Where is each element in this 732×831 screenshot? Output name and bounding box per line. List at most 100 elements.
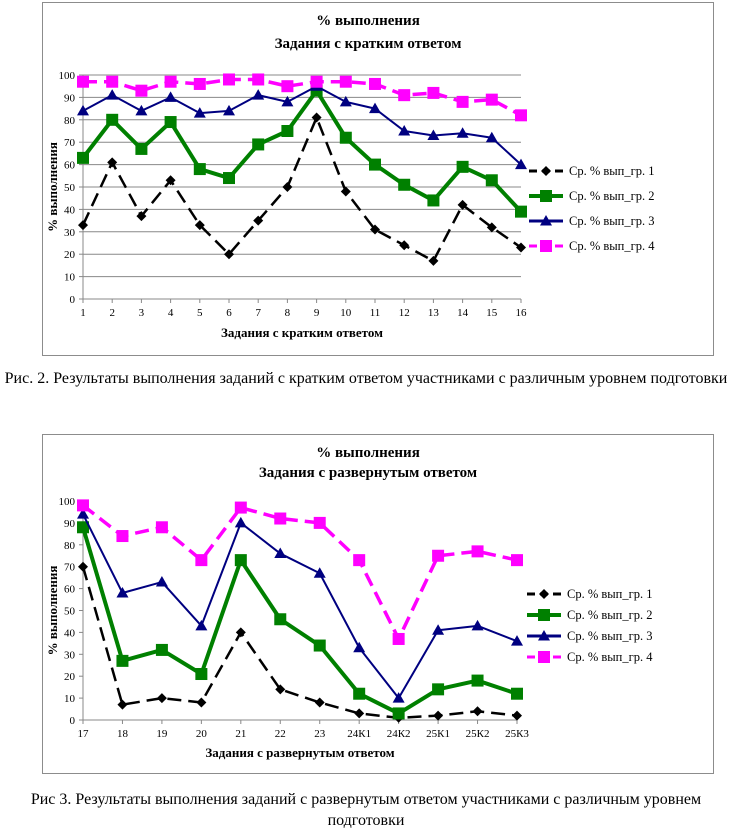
y-axis-label: % выполнения (45, 566, 60, 656)
data-point-series-4 (252, 73, 265, 86)
data-point-series-2 (432, 683, 445, 696)
data-point-series-4 (313, 516, 326, 529)
x-tick-label: 22 (275, 728, 286, 740)
data-point-series-2 (392, 707, 405, 720)
legend-marker-2 (538, 609, 550, 621)
y-tick-label: 30 (64, 649, 76, 661)
data-point-series-2 (155, 643, 168, 656)
y-tick-label: 30 (64, 227, 76, 239)
legend-label-2: Ср. % вып_гр. 2 (569, 189, 655, 203)
chart-extended-answers: % выполнения Задания с развернутым ответо… (45, 445, 653, 760)
y-tick-label: 100 (59, 496, 76, 508)
data-point-series-3 (193, 107, 206, 118)
x-tick-label: 12 (399, 307, 410, 319)
data-point-series-2 (77, 151, 89, 164)
data-point-series-1 (314, 697, 325, 708)
y-tick-label: 40 (64, 204, 76, 216)
x-tick-label: 20 (196, 728, 208, 740)
x-tick-label: 4 (168, 307, 174, 319)
data-point-series-2 (77, 521, 89, 534)
data-point-series-1 (253, 215, 264, 226)
x-tick-label: 2 (109, 307, 115, 319)
y-tick-label: 50 (64, 182, 76, 194)
data-point-series-1 (311, 112, 322, 123)
y-tick-label: 10 (64, 693, 76, 705)
series-line-1 (81, 116, 522, 263)
x-tick-label: 16 (516, 307, 528, 319)
data-point-series-2 (223, 172, 235, 185)
x-tick-label: 17 (78, 728, 90, 740)
data-point-series-3 (281, 95, 294, 107)
data-point-series-2 (195, 668, 208, 681)
data-point-series-3 (155, 576, 168, 587)
x-tick-label: 3 (139, 307, 145, 319)
legend-label-3: Ср. % вып_гр. 3 (569, 214, 655, 228)
data-point-series-2 (339, 131, 352, 144)
data-point-series-2 (369, 158, 381, 171)
x-tick-label: 21 (235, 728, 246, 740)
series-line-3 (82, 85, 522, 166)
data-point-series-4 (77, 75, 89, 88)
y-tick-label: 100 (59, 70, 76, 82)
data-point-series-1 (433, 710, 444, 721)
legend-label-1: Ср. % вып_гр. 1 (569, 164, 655, 178)
x-tick-label: 25К3 (505, 728, 529, 740)
chart-subtitle: Задания с кратким ответом (275, 36, 462, 52)
data-point-series-3 (234, 516, 247, 528)
data-point-series-2 (485, 174, 498, 187)
y-tick-label: 60 (64, 160, 76, 172)
legend-label-3: Ср. % вып_гр. 3 (567, 629, 653, 643)
data-point-series-1 (457, 199, 468, 210)
data-point-series-2 (427, 194, 440, 207)
data-point-series-1 (516, 242, 526, 253)
data-point-series-2 (281, 125, 294, 137)
legend-marker-4 (538, 651, 550, 663)
data-point-series-3 (511, 635, 523, 646)
legend-label-1: Ср. % вып_гр. 1 (567, 587, 653, 601)
figure-caption-2: Рис. 2. Результаты выполнения заданий с … (4, 370, 728, 387)
y-tick-label: 20 (64, 671, 76, 683)
x-tick-label: 19 (156, 728, 168, 740)
data-point-series-1 (78, 561, 88, 572)
data-point-series-1 (194, 220, 205, 231)
series-line-2 (81, 526, 518, 716)
data-point-series-1 (340, 186, 351, 197)
x-tick-label: 14 (457, 307, 469, 319)
data-point-series-2 (135, 142, 148, 155)
data-point-series-3 (353, 641, 366, 653)
data-point-series-3 (274, 547, 287, 559)
data-point-series-3 (77, 104, 89, 116)
data-point-series-4 (432, 549, 445, 562)
data-point-series-1 (428, 255, 439, 266)
data-point-series-1 (107, 157, 118, 168)
data-point-series-3 (432, 624, 445, 635)
data-point-series-2 (193, 163, 206, 176)
y-tick-label: 70 (64, 137, 76, 149)
data-point-series-3 (252, 89, 265, 100)
data-point-series-4 (116, 530, 129, 543)
data-point-series-4 (281, 80, 294, 93)
series-line-4 (83, 77, 522, 117)
x-axis-label: Задания с кратким ответом (221, 325, 383, 340)
data-point-series-4 (274, 512, 287, 525)
data-point-series-4 (427, 86, 440, 99)
figure-caption-3: Рис 3. Результаты выполнения заданий с р… (30, 791, 702, 829)
y-tick-label: 70 (64, 562, 76, 574)
data-point-series-2 (106, 113, 119, 126)
data-point-series-1 (370, 224, 380, 235)
data-point-series-3 (77, 508, 89, 519)
legend-marker-1 (541, 166, 551, 176)
x-tick-label: 7 (255, 307, 261, 319)
x-tick-label: 24К1 (347, 728, 371, 740)
legend-label-4: Ср. % вып_гр. 4 (569, 239, 655, 253)
data-point-series-1 (224, 249, 234, 260)
data-point-series-3 (339, 95, 352, 107)
data-point-series-4 (164, 75, 177, 88)
data-point-series-4 (456, 95, 469, 108)
data-point-series-3 (427, 129, 440, 140)
data-point-series-3 (369, 102, 381, 114)
data-point-series-1 (486, 222, 497, 233)
data-point-series-3 (223, 104, 235, 116)
data-point-series-2 (252, 138, 265, 151)
data-point-series-3 (398, 125, 411, 136)
